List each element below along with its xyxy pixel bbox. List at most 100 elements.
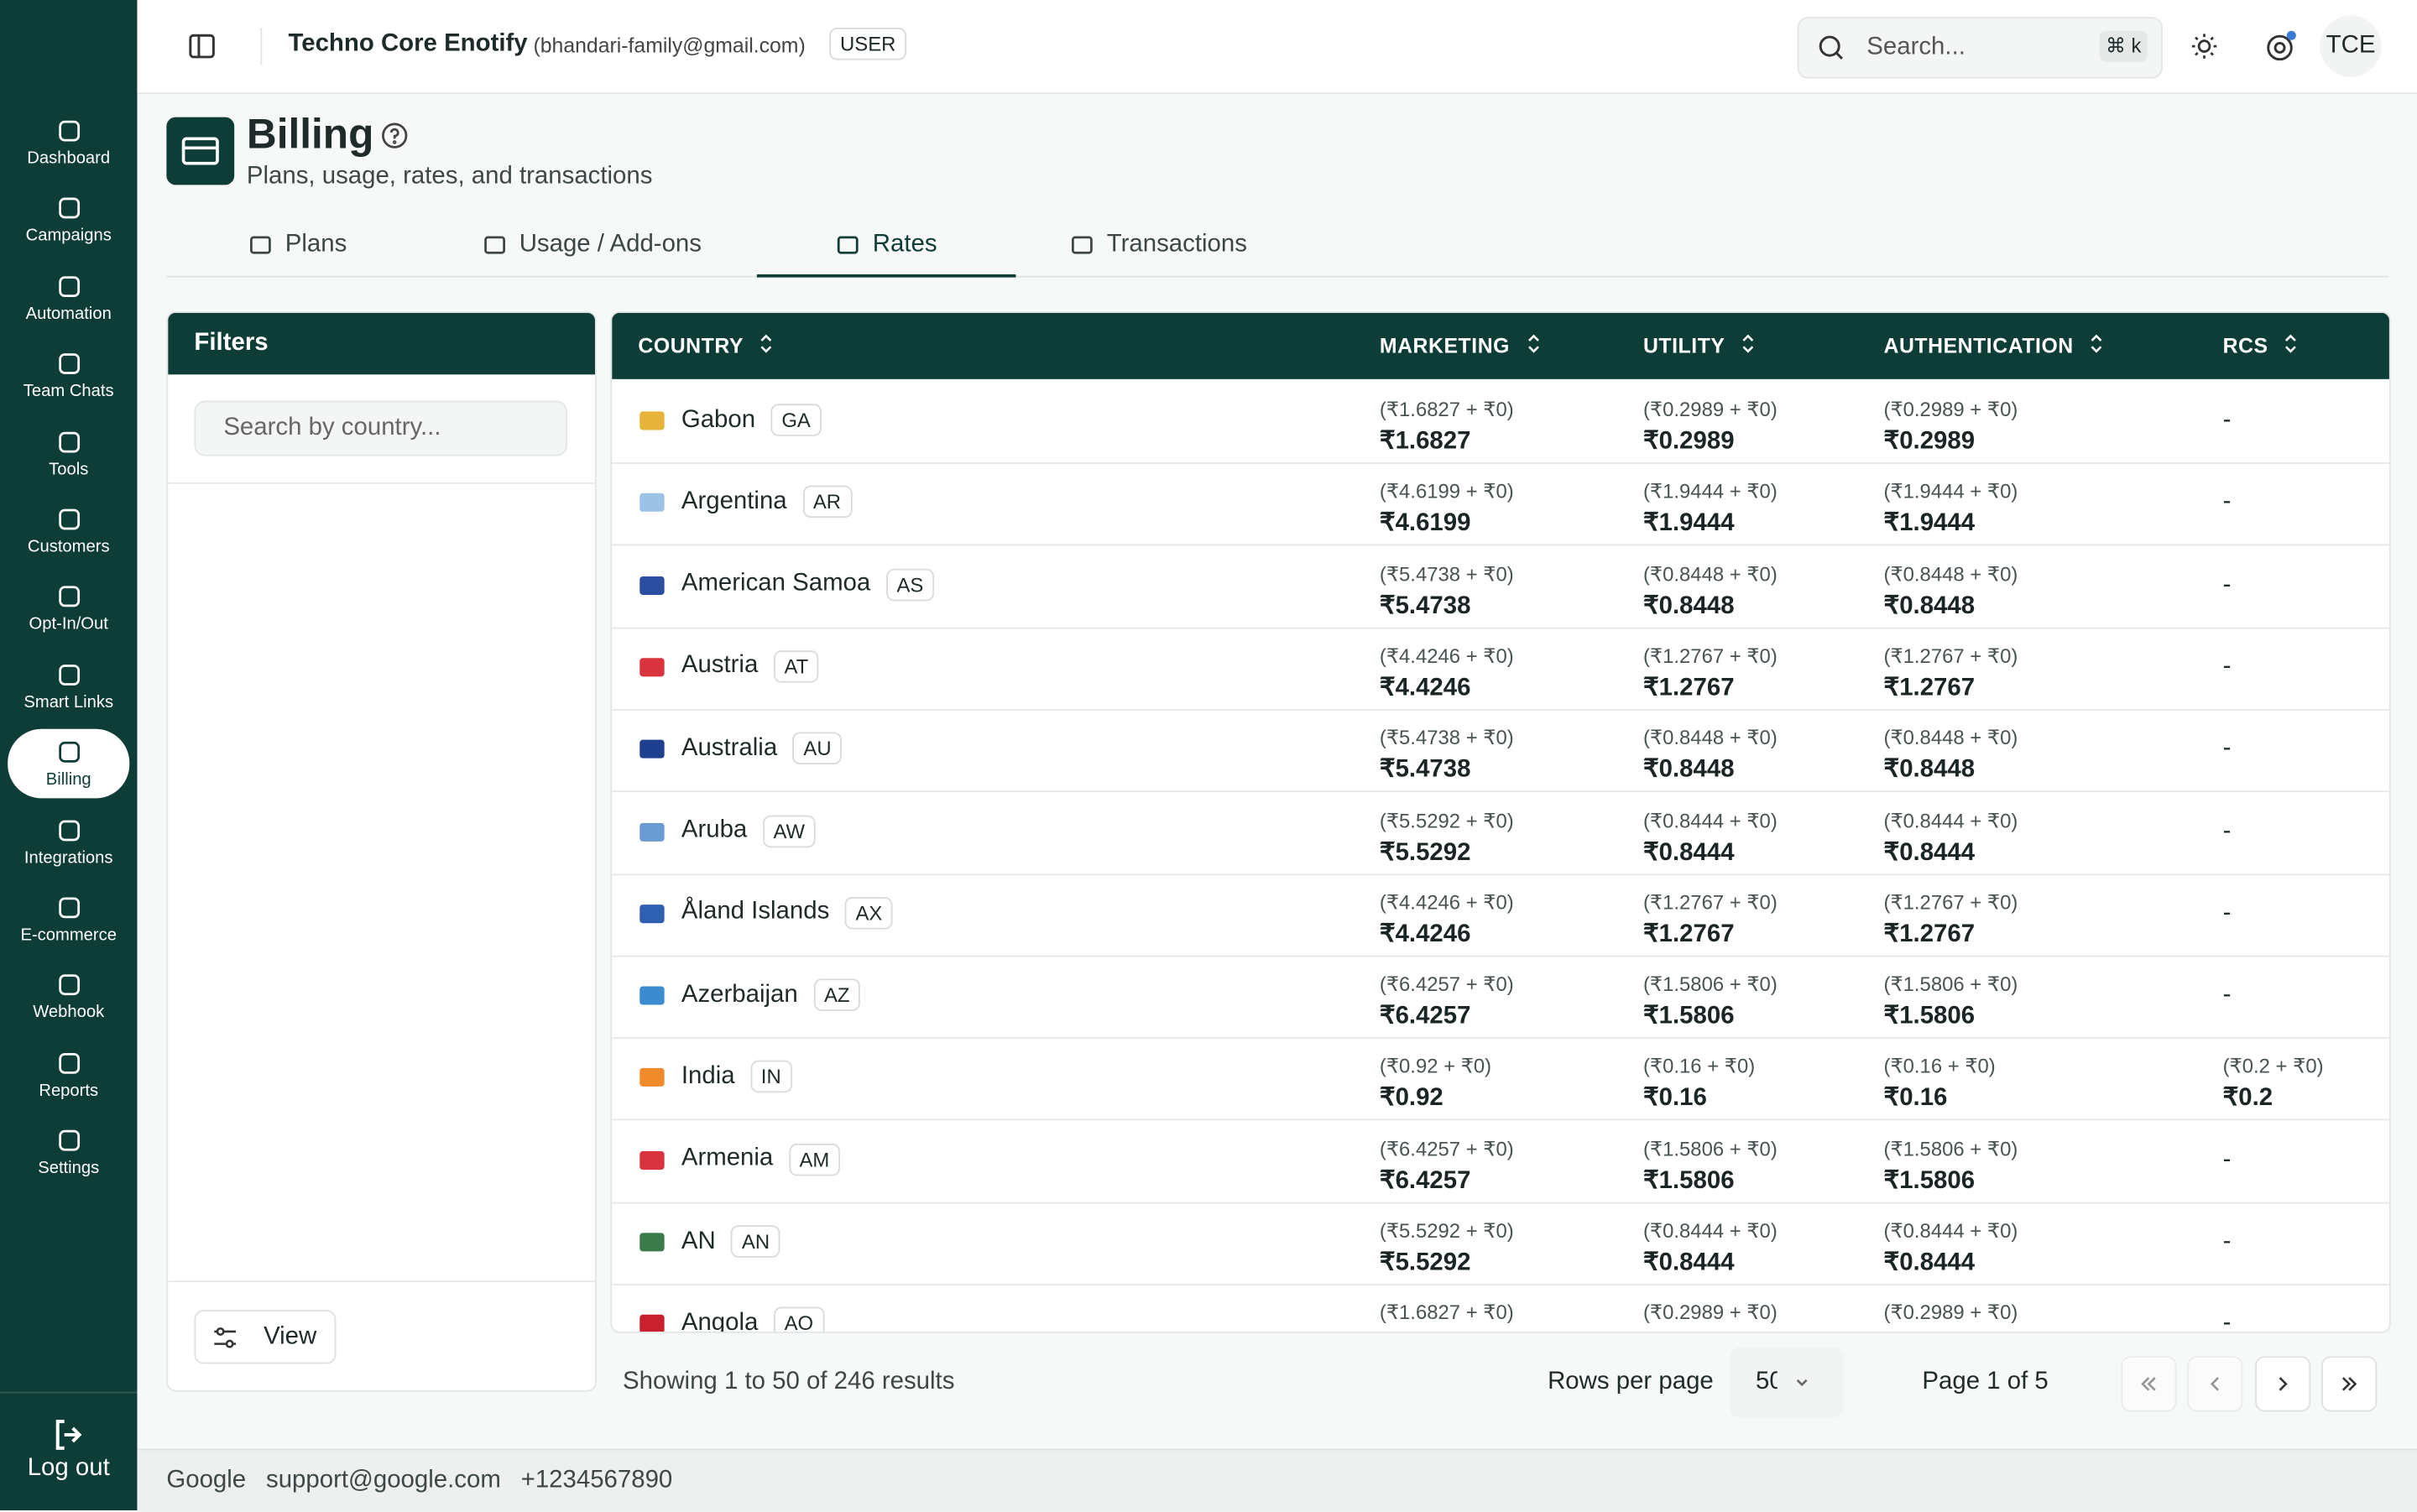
flag — [639, 1150, 665, 1170]
rate-cell: (₹0.2989 + ₹0) ₹0.2989 — [1883, 393, 2018, 457]
nav-item[interactable]: Tools — [8, 419, 129, 488]
sidebar-toggle[interactable] — [188, 33, 216, 60]
rate-cell: (₹0.2989 + ₹0) ₹0.2989 — [1883, 1296, 2018, 1332]
nav-label: Team Chats — [23, 382, 114, 401]
tab-label: Plans — [285, 231, 347, 258]
rate-cell: (₹1.2767 + ₹0) ₹1.2767 — [1643, 639, 1778, 704]
rate-total: ₹1.5806 — [1883, 1003, 1976, 1030]
country-code: GA — [770, 404, 822, 436]
next-page[interactable] — [2255, 1356, 2311, 1412]
country-search[interactable]: Search by country... — [194, 400, 567, 456]
country-name: Azerbaijan — [681, 981, 798, 1008]
nav-item[interactable]: Opt-In/Out — [8, 574, 129, 644]
rate-cell: (₹0.2 + ₹0) ₹0.2 — [2223, 1051, 2324, 1115]
rate-empty: - — [2222, 406, 2232, 434]
rows-value: 50 — [1756, 1369, 1778, 1395]
rate-cell: (₹0.92 + ₹0) ₹0.92 — [1380, 1051, 1491, 1115]
rate-total: ₹0.8448 — [1883, 592, 1976, 619]
country-cell: Austria AT — [681, 649, 820, 683]
flag — [639, 493, 665, 513]
last-page[interactable] — [2321, 1356, 2378, 1412]
theme-toggle[interactable] — [2190, 33, 2218, 60]
nav-item[interactable]: Integrations — [8, 807, 129, 877]
column-header[interactable]: AUTHENTICATION — [1883, 334, 2104, 358]
rate-breakdown: (₹0.8444 + ₹0) — [1883, 1218, 2018, 1243]
nav-item[interactable]: Settings — [8, 1118, 129, 1187]
tabs-divider — [166, 275, 2389, 278]
nav-item[interactable]: Billing — [8, 729, 130, 799]
column-header[interactable]: UTILITY — [1642, 334, 1756, 358]
table-row: Armenia AM (₹6.4257 + ₹0) ₹6.4257 (₹1.5806 +… — [612, 1120, 2389, 1203]
rate-cell: (₹6.4257 + ₹0) ₹6.4257 — [1380, 1132, 1514, 1197]
country-cell: India IN — [681, 1061, 792, 1093]
country-code: AW — [762, 814, 816, 847]
rate-total: ₹4.4246 — [1379, 675, 1471, 701]
help-button[interactable] — [2264, 29, 2298, 63]
nav-item[interactable]: Dashboard — [8, 108, 129, 178]
search-shortcut: ⌘ k — [2099, 30, 2148, 62]
rate-breakdown: (₹0.2989 + ₹0) — [1642, 397, 1778, 421]
title-help[interactable] — [381, 122, 409, 149]
rate-breakdown: (₹0.8448 + ₹0) — [1642, 561, 1778, 586]
column-label: AUTHENTICATION — [1883, 334, 2074, 358]
country-name: Åland Islands — [681, 899, 830, 925]
nav-label: Opt-In/Out — [29, 615, 108, 634]
nav-item[interactable]: Customers — [8, 496, 129, 566]
rate-total: ₹5.4738 — [1379, 592, 1471, 619]
rate-cell: (₹6.4257 + ₹0) ₹6.4257 — [1380, 968, 1514, 1033]
rows-select[interactable]: 50 — [1729, 1347, 1844, 1418]
nav-item[interactable]: Team Chats — [8, 341, 129, 410]
view-button[interactable]: View — [194, 1310, 337, 1364]
rate-total: ₹1.9444 — [1642, 510, 1735, 537]
rates-table: COUNTRY MARKETING UTILITY AUTHENTICATION… — [610, 311, 2391, 1333]
nav-item[interactable]: Campaigns — [8, 185, 129, 255]
column-header[interactable]: RCS — [2223, 335, 2300, 357]
country-cell: Argentina AR — [681, 486, 852, 519]
column-header[interactable]: COUNTRY — [638, 335, 774, 357]
rate-total: ₹1.5806 — [1883, 1167, 1976, 1194]
table-row: Azerbaijan AZ (₹6.4257 + ₹0) ₹6.4257 (₹1.580… — [612, 956, 2389, 1040]
column-header[interactable]: MARKETING — [1380, 335, 1541, 357]
nav-label: Billing — [45, 770, 91, 790]
nav-item[interactable]: E-commerce — [8, 884, 129, 954]
prev-page[interactable] — [2187, 1356, 2243, 1412]
rate-total: ₹0.8448 — [1642, 757, 1735, 784]
tab[interactable]: Rates — [756, 216, 1016, 278]
nav-item[interactable]: Reports — [8, 1040, 129, 1109]
tab-label: Transactions — [1106, 231, 1247, 258]
rate-empty: - — [2222, 653, 2232, 680]
rate-empty: - — [2222, 1310, 2232, 1333]
nav-label: Campaigns — [25, 227, 112, 246]
rate-cell: (₹4.6199 + ₹0) ₹4.6199 — [1380, 475, 1514, 540]
rate-breakdown: (₹1.5806 + ₹0) — [1642, 1136, 1778, 1160]
rate-breakdown: (₹6.4257 + ₹0) — [1379, 972, 1514, 996]
rate-cell: (₹0.8444 + ₹0) ₹0.8444 — [1883, 1214, 2018, 1279]
footer-phone: +1234567890 — [520, 1467, 673, 1494]
tab[interactable]: Usage / Add-ons — [429, 216, 755, 274]
rate-total: ₹6.4257 — [1379, 1003, 1471, 1030]
column-label: UTILITY — [1642, 334, 1725, 358]
rate-total: ₹5.4738 — [1379, 757, 1471, 784]
rate-breakdown: (₹4.6199 + ₹0) — [1379, 479, 1514, 503]
rate-cell: (₹1.5806 + ₹0) ₹1.5806 — [1883, 1132, 2018, 1197]
filters-panel: Filters Search by country... View — [166, 311, 597, 1392]
logout-button[interactable]: Log out — [0, 1391, 138, 1512]
nav-item[interactable]: Smart Links — [8, 652, 129, 722]
nav-item[interactable]: Webhook — [8, 962, 129, 1032]
rate-cell: (₹5.5292 + ₹0) ₹5.5292 — [1380, 1214, 1514, 1279]
tab[interactable]: Transactions — [1015, 216, 1301, 274]
view-label: View — [264, 1323, 317, 1350]
flag — [639, 904, 665, 923]
search-placeholder: Search... — [1866, 34, 1965, 60]
country-name: Austria — [681, 652, 759, 679]
nav-item[interactable]: Automation — [8, 263, 129, 333]
avatar[interactable]: TCE — [2320, 15, 2382, 77]
country-name: Aruba — [681, 816, 748, 843]
nav-label: Dashboard — [27, 149, 111, 169]
global-search[interactable]: Search... ⌘ k — [1797, 17, 2163, 79]
tab[interactable]: Plans — [166, 216, 428, 274]
rate-cell: (₹0.8444 + ₹0) ₹0.8444 — [1883, 804, 2018, 868]
first-page[interactable] — [2121, 1356, 2177, 1412]
rate-breakdown: (₹0.8444 + ₹0) — [1883, 808, 2018, 832]
